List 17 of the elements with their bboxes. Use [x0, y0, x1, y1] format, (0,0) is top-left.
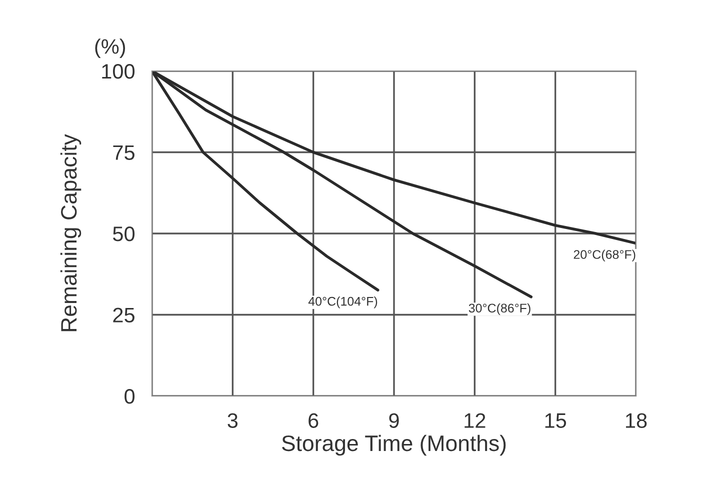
y-axis-title: Remaining Capacity [60, 134, 82, 332]
y-tick-label: 75 [113, 145, 134, 160]
y-tick-label: 25 [113, 308, 134, 323]
y-tick-label: 50 [112, 226, 135, 242]
series-label: 20°C(68°F) [574, 250, 636, 262]
x-tick-label: 15 [545, 413, 566, 428]
series-label: 40°C(104°F) [308, 296, 378, 308]
series-label: 30°C(86°F) [468, 303, 530, 316]
x-tick-label: 12 [464, 413, 486, 428]
y-tick-label: 0 [124, 389, 135, 404]
y-tick-label: 100 [102, 64, 135, 79]
x-axis-title: Storage Time (Months) [282, 434, 506, 456]
text: (%) [95, 38, 126, 58]
x-tick-label: 6 [308, 413, 318, 428]
x-tick-label: 9 [389, 413, 399, 428]
x-tick-label: 18 [626, 413, 647, 428]
x-tick-label: 3 [228, 413, 238, 428]
